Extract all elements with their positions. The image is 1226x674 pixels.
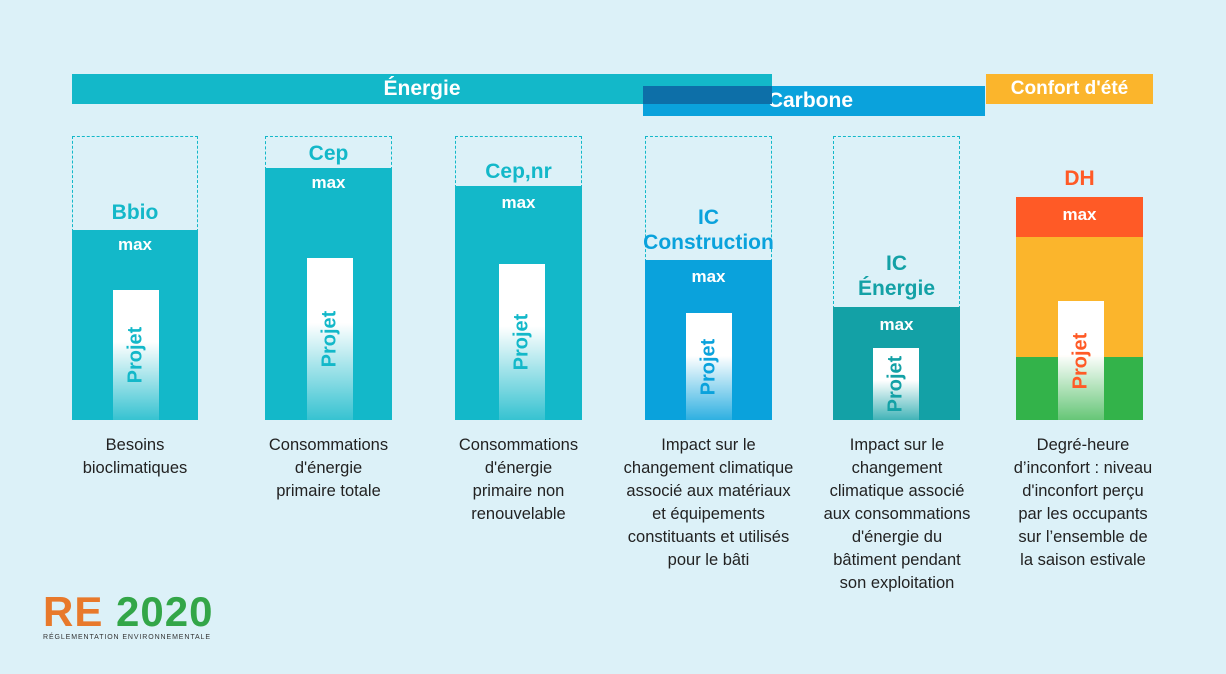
dh-red-zone [1016,197,1143,237]
cep-description: Consommations d'énergie primaire totale [268,436,389,500]
dh-description: Degré-heure d’inconfort : niveau d'incon… [1013,436,1153,569]
cepnr-max-label: max [501,193,536,212]
ic-construction-project-label: Projet [697,338,720,395]
cep-title: Cep [308,142,349,165]
carbone-band-label: Carbone [767,89,853,112]
dh-max-bar: max Projet [1016,197,1143,420]
cepnr-max-bar: max Projet [455,186,582,420]
ic-construction-title: IC Construction [643,206,774,254]
logo-re: RE [43,588,104,635]
bbio-max-bar: max Projet [72,230,198,420]
ic-construction-max-label: max [691,267,726,286]
cep-project-bar: Projet [307,258,353,420]
energie-band-label: Énergie [383,77,461,100]
ic-energie-project-bar: Projet [873,348,919,420]
confort-band: Confort d'été [986,74,1153,104]
cepnr-description: Consommations d'énergie primaire non ren… [458,436,579,523]
logo-year: 2020 [116,588,214,635]
ic-energie-description: Impact sur le changement climatique asso… [823,436,971,592]
logo-wordmark: RE 2020 [43,591,213,633]
confort-band-label: Confort d'été [1010,78,1129,99]
cepnr-project-label: Projet [510,313,533,371]
dh-project-label: Projet [1069,332,1092,389]
ic-energie-max-bar: max Projet [833,307,960,420]
cep-max-bar: max Projet [265,168,392,420]
bbio-project-label: Projet [124,326,147,384]
bbio-max-label: max [117,235,153,254]
cepnr-title: Cep,nr [485,160,552,183]
ic-construction-project-bar: Projet [686,313,732,420]
logo-subtitle: RÉGLEMENTATION ENVIRONNEMENTALE [43,634,211,641]
re2020-logo: RE 2020 RÉGLEMENTATION ENVIRONNEMENTALE [43,591,213,642]
carbone-band-overlap [643,86,772,104]
ic-construction-max-bar: max Projet [645,260,772,420]
cep-max-label: max [311,173,346,192]
dh-title: DH [1064,167,1095,190]
cep-project-label: Projet [318,310,341,368]
bbio-title: Bbio [111,201,159,224]
ic-construction-description: Impact sur le changement climatique asso… [623,436,794,569]
bbio-description: Besoins bioclimatiques [82,436,188,477]
cepnr-project-bar: Projet [499,264,545,420]
ic-energie-project-label: Projet [884,355,907,413]
bbio-project-bar: Projet [113,290,159,420]
ic-energie-max-label: max [879,315,914,334]
dh-max-label: max [1062,205,1097,224]
ic-energie-title: IC Énergie [857,252,936,300]
dh-project-bar: Projet [1058,301,1104,420]
